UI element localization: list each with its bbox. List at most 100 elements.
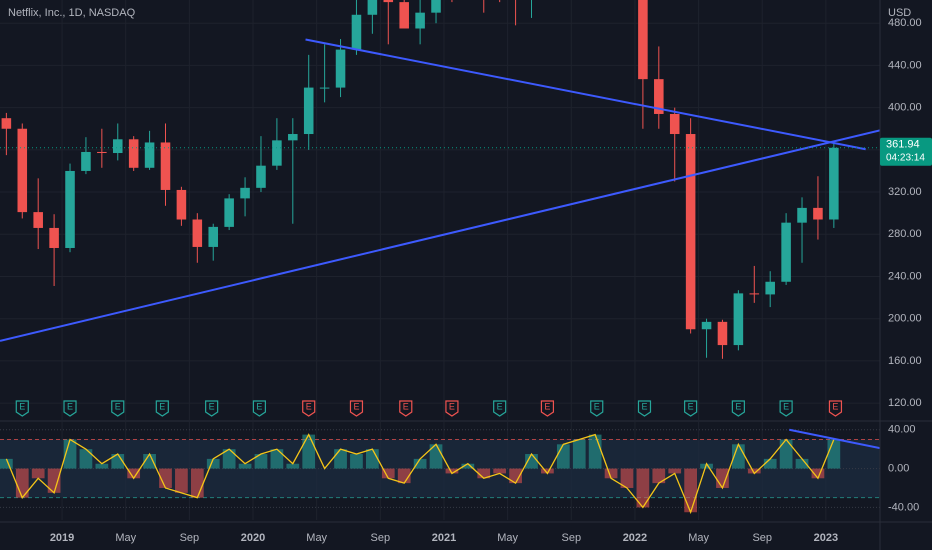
candle-body <box>272 140 282 166</box>
candle-body <box>97 151 107 154</box>
oscillator-bar <box>254 454 268 469</box>
oscillator-bar <box>350 454 363 469</box>
candle-body <box>1 118 12 129</box>
earnings-icon <box>302 400 316 417</box>
candle-body <box>654 79 664 114</box>
candle-body <box>399 2 409 29</box>
oscillator-bar <box>366 449 379 469</box>
y-tick-label: 280.00 <box>888 228 922 240</box>
candle-body <box>81 151 91 171</box>
oscillator-bar <box>461 463 475 469</box>
oscillator-bar <box>477 468 491 479</box>
candle-body <box>781 222 791 282</box>
trend-line <box>0 129 880 342</box>
oscillator-bar <box>222 449 236 469</box>
oscillator-bar <box>175 468 188 493</box>
oscillator-bar <box>652 468 666 484</box>
oscillator-bar <box>509 468 522 484</box>
candle-body <box>685 134 696 330</box>
oscillator-bar <box>63 439 77 469</box>
earnings-icon <box>63 400 77 417</box>
oscillator-bar <box>827 439 841 469</box>
candle-body <box>701 321 712 330</box>
earnings-icon <box>493 400 507 417</box>
earnings-icon <box>637 400 652 417</box>
x-tick-label: Sep <box>561 532 581 544</box>
oscillator-bar <box>79 449 93 469</box>
candle-body <box>65 170 75 248</box>
candle-body <box>128 139 139 168</box>
earnings-label: E <box>783 401 789 411</box>
x-tick-label: 2021 <box>432 532 456 544</box>
y-tick-label: 320.00 <box>888 186 922 198</box>
earnings-label: E <box>449 401 455 411</box>
candle-body <box>176 189 187 220</box>
oscillator-bar <box>47 468 61 493</box>
candle-body <box>813 207 823 220</box>
earnings-label: E <box>256 401 262 411</box>
oscillator-bar <box>0 458 13 469</box>
y-tick-label: 480.00 <box>888 17 922 29</box>
x-tick-label: 2022 <box>623 532 647 544</box>
oscillator-bar <box>763 458 777 469</box>
earnings-icon <box>731 400 745 417</box>
oscillator-pane <box>0 422 880 520</box>
earnings-label: E <box>832 401 838 411</box>
y-tick-label: 440.00 <box>888 59 922 71</box>
oscillator-bar <box>159 468 172 488</box>
oscillator-bar <box>556 444 570 469</box>
earnings-icon <box>111 400 125 417</box>
candle-body <box>351 14 362 50</box>
oscillator-bar <box>206 458 220 469</box>
earnings-label: E <box>497 401 503 411</box>
oscillator-bar <box>572 439 586 469</box>
oscillator-bar <box>381 468 395 479</box>
candle-body <box>765 281 775 295</box>
oscillator-bar <box>445 468 459 474</box>
earnings-icon <box>540 400 555 417</box>
earnings-icon <box>684 400 698 417</box>
earnings-icon <box>15 400 29 417</box>
x-tick-label: 2020 <box>241 532 265 544</box>
oscillator-bar <box>684 468 697 513</box>
candle-body <box>112 139 123 154</box>
oscillator-bar <box>270 449 284 469</box>
oscillator-bar <box>413 458 427 469</box>
x-tick-label: Sep <box>180 532 200 544</box>
earnings-label: E <box>544 401 550 411</box>
candle-body <box>717 321 728 346</box>
earnings-icon <box>349 400 364 417</box>
trend-line <box>789 428 880 450</box>
oscillator-bar <box>95 463 109 469</box>
earnings-label: E <box>115 401 121 411</box>
y-tick-label: -40.00 <box>888 501 919 513</box>
oscillator-bar <box>190 468 204 498</box>
earnings-icon <box>155 400 169 417</box>
oscillator-bar <box>700 463 713 469</box>
y-axis-label: USD <box>888 7 911 19</box>
candle-body <box>144 142 155 168</box>
candle-body <box>49 227 59 248</box>
last-price-label: 361.94 <box>886 139 920 151</box>
earnings-icon <box>252 400 266 417</box>
x-tick-label: May <box>688 532 709 544</box>
y-tick-label: 160.00 <box>888 355 922 367</box>
oscillator-bar <box>779 439 793 469</box>
candle-body <box>208 226 219 247</box>
candle-body <box>669 113 680 135</box>
earnings-label: E <box>688 401 694 411</box>
trend-line <box>305 38 866 151</box>
oscillator-bar <box>334 449 347 469</box>
x-tick-label: 2023 <box>814 532 838 544</box>
earnings-label: E <box>594 401 600 411</box>
candle-body <box>240 187 250 199</box>
oscillator-bar <box>668 468 682 474</box>
oscillator-bar <box>127 468 141 479</box>
earnings-label: E <box>209 401 215 411</box>
y-tick-label: 200.00 <box>888 313 922 325</box>
oscillator-bar <box>111 454 125 469</box>
oscillator-bar <box>31 468 45 479</box>
oscillator-bar <box>588 434 602 469</box>
earnings-label: E <box>641 401 647 411</box>
earnings-label: E <box>403 401 409 411</box>
